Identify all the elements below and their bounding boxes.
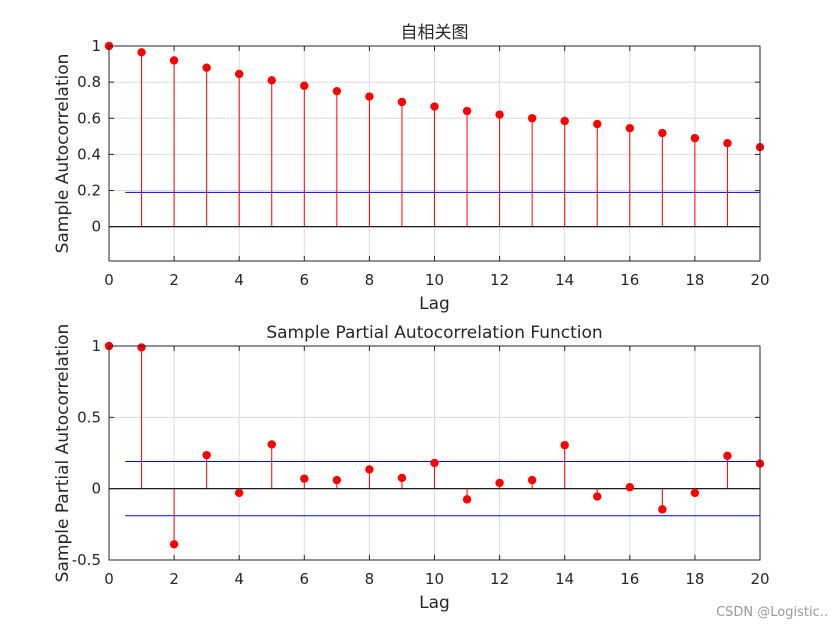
stem-marker — [430, 458, 439, 468]
stem-marker — [495, 110, 504, 119]
stem-marker — [462, 495, 472, 504]
x-tick-label: 8 — [365, 570, 375, 588]
stem-marker — [658, 128, 667, 138]
stem-marker — [560, 440, 569, 450]
x-axis-label: Lag — [419, 294, 450, 314]
y-tick-label: 0 — [91, 480, 101, 498]
x-tick-label: 6 — [300, 570, 310, 588]
stem-marker — [332, 86, 342, 96]
x-tick-label: 6 — [300, 271, 310, 289]
x-tick-label: 8 — [365, 271, 375, 289]
y-tick-label: 0.6 — [77, 109, 101, 127]
stem-marker — [267, 76, 276, 85]
stem-marker — [365, 92, 374, 101]
x-tick-label: 12 — [490, 570, 509, 588]
stem-marker — [462, 106, 472, 116]
stem-marker — [300, 474, 309, 483]
x-tick-label: 4 — [234, 570, 244, 588]
stem-marker — [625, 124, 634, 133]
x-tick-label: 16 — [620, 271, 639, 289]
stem-marker — [495, 478, 504, 488]
stem-marker — [527, 475, 537, 485]
x-tick-label: 0 — [104, 570, 114, 588]
x-tick-label: 14 — [555, 271, 574, 289]
x-axis-label: Lag — [419, 593, 450, 613]
y-tick-label: 0 — [91, 218, 101, 236]
x-tick-label: 18 — [685, 570, 704, 588]
x-tick-label: 0 — [104, 271, 114, 289]
stem-marker — [137, 48, 146, 57]
stem-marker — [690, 488, 700, 498]
stem-marker — [397, 473, 407, 483]
y-axis-label: Sample Partial Autocorrelation — [53, 324, 73, 583]
stem-marker — [235, 488, 244, 498]
y-tick-label: 0.2 — [77, 182, 101, 200]
stem-marker — [658, 505, 667, 514]
stem-marker — [235, 69, 244, 79]
x-tick-label: 10 — [425, 271, 444, 289]
chart-title: 自相关图 — [401, 23, 469, 43]
stem-marker — [593, 492, 602, 501]
stem-marker — [332, 475, 342, 485]
x-tick-label: 20 — [750, 271, 769, 289]
stem-marker — [527, 114, 537, 123]
x-tick-label: 2 — [169, 271, 179, 289]
y-tick-label: 0.8 — [77, 73, 101, 91]
x-tick-label: 16 — [620, 570, 639, 588]
chart-title: Sample Partial Autocorrelation Function — [266, 323, 602, 343]
stem-marker — [169, 540, 179, 549]
y-tick-label: 0.5 — [77, 408, 101, 426]
y-tick-label: 1 — [91, 337, 101, 355]
stem-marker — [560, 116, 569, 126]
x-tick-label: 18 — [685, 271, 704, 289]
chart-1: 0 2 4 6 8 10 12 14 16 18 20 0 0.2 0.4 0.6 0.8 1 自相关图 Lag Sa… — [53, 23, 770, 314]
stem-marker — [267, 440, 276, 449]
stem-marker — [690, 133, 700, 143]
stem-marker — [365, 465, 374, 474]
stem-marker — [300, 81, 309, 90]
stem-marker — [397, 97, 407, 107]
x-tick-label: 12 — [490, 271, 509, 289]
x-tick-label: 20 — [750, 570, 769, 588]
stem-marker — [723, 139, 732, 148]
watermark-text: CSDN @Logistic.. — [716, 605, 828, 620]
x-tick-label: 10 — [425, 570, 444, 588]
stem-marker — [169, 56, 179, 65]
stem-marker — [625, 483, 634, 492]
stem-marker — [593, 119, 602, 129]
y-tick-label: -0.5 — [72, 551, 101, 569]
y-axis-label: Sample Autocorrelation — [53, 54, 73, 254]
x-tick-label: 4 — [234, 271, 244, 289]
y-tick-label: 1 — [91, 37, 101, 55]
stem-marker — [723, 451, 732, 461]
x-tick-label: 2 — [169, 570, 179, 588]
y-tick-label: 0.4 — [77, 145, 101, 163]
stem-marker — [430, 102, 439, 111]
x-tick-label: 14 — [555, 570, 574, 588]
stem-marker — [202, 450, 211, 460]
stem-marker — [202, 63, 211, 72]
stem-marker — [137, 343, 146, 352]
